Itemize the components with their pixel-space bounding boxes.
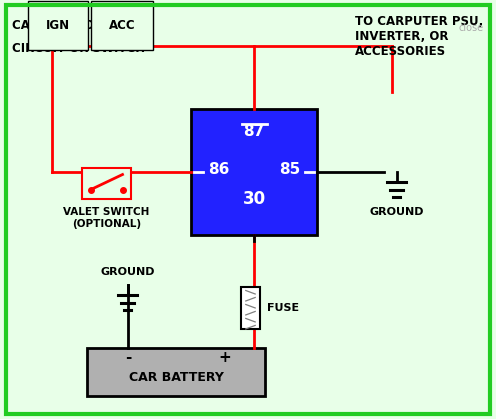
Text: 87: 87: [244, 124, 265, 139]
Text: close: close: [458, 23, 484, 33]
Bar: [82, 168, 131, 199]
Text: CAR: CAR: [12, 19, 44, 32]
Bar: [241, 287, 260, 329]
Bar: [191, 109, 317, 235]
Text: GROUND: GROUND: [370, 207, 424, 217]
Text: CAR BATTERY: CAR BATTERY: [128, 371, 224, 384]
Bar: [87, 348, 265, 396]
Text: TO CARPUTER PSU,
INVERTER, OR
ACCESSORIES: TO CARPUTER PSU, INVERTER, OR ACCESSORIE…: [355, 15, 484, 58]
Text: 30: 30: [243, 191, 266, 208]
Text: CIRCUIT OR SWITCH: CIRCUIT OR SWITCH: [12, 42, 145, 55]
Text: -: -: [124, 350, 131, 365]
Text: FUSE: FUSE: [267, 303, 300, 313]
Text: ACC: ACC: [109, 19, 135, 32]
Text: IGN: IGN: [46, 19, 70, 32]
Text: GROUND: GROUND: [101, 266, 155, 277]
Text: 86: 86: [208, 162, 230, 177]
Text: +: +: [218, 350, 231, 365]
Text: 85: 85: [279, 162, 300, 177]
Text: VALET SWITCH
(OPTIONAL): VALET SWITCH (OPTIONAL): [63, 207, 150, 229]
Text: OR: OR: [80, 19, 107, 32]
